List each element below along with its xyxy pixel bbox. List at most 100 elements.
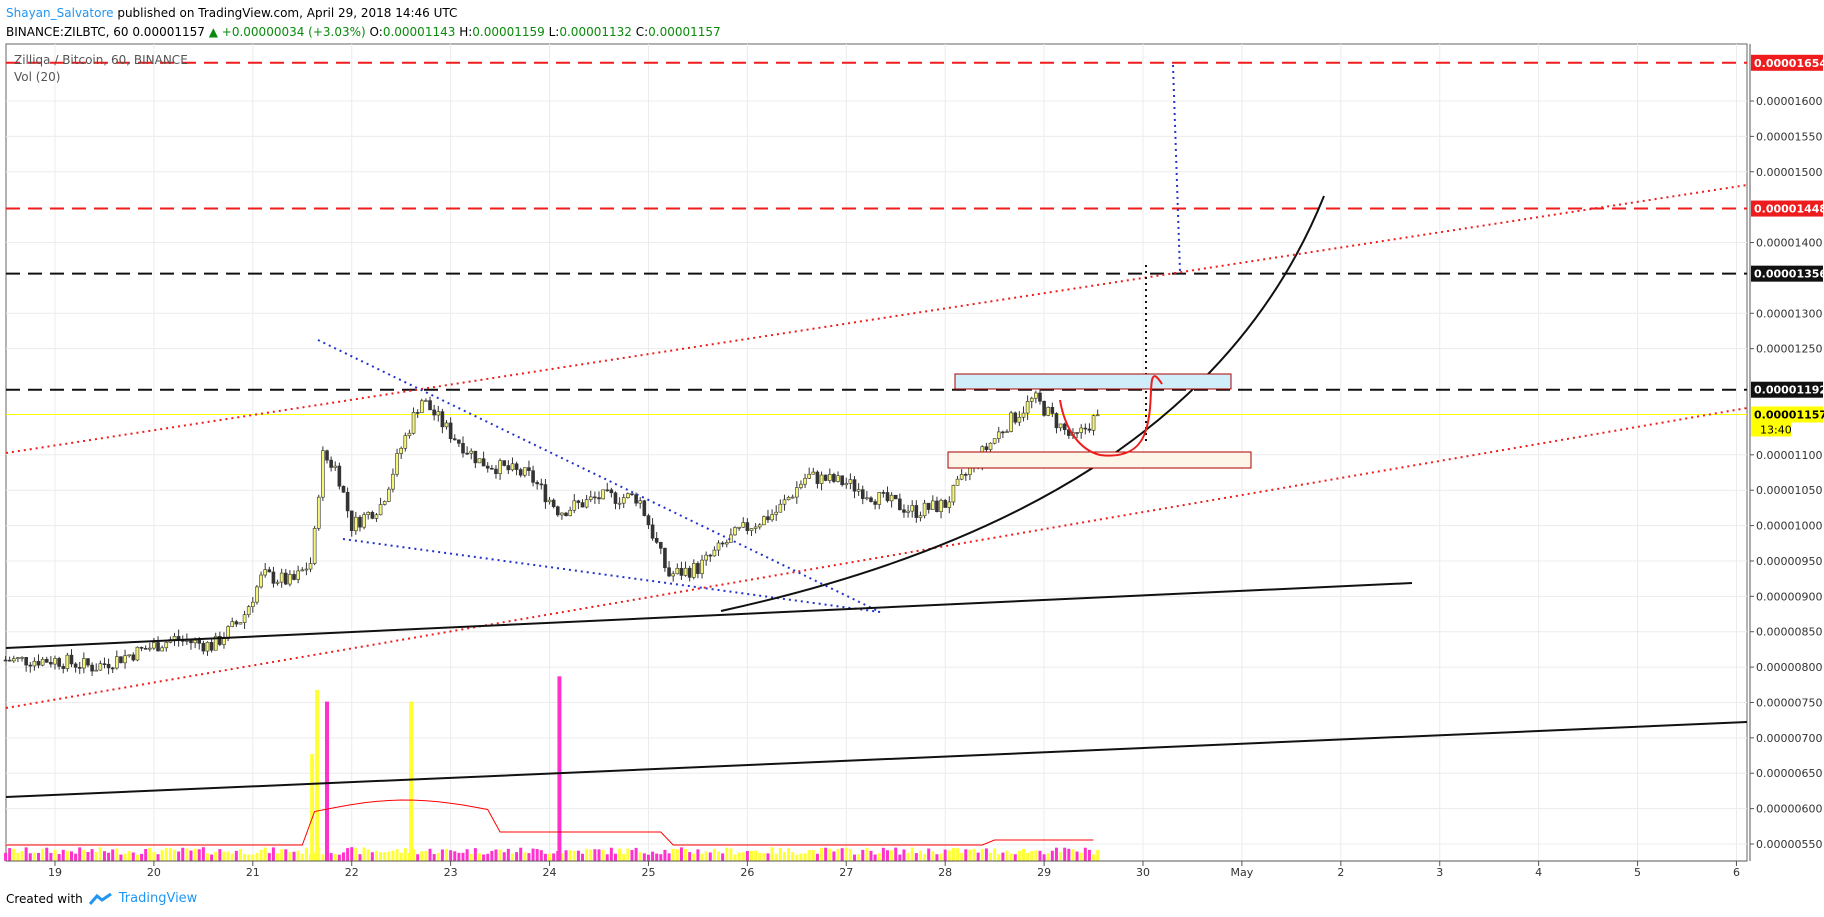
candle-body	[189, 640, 193, 644]
candle-body	[131, 654, 136, 661]
volume-bar	[717, 851, 721, 861]
candle-body	[440, 411, 445, 428]
symbol-label: BINANCE:ZILBTC, 60	[6, 25, 129, 39]
volume-bar	[156, 854, 160, 861]
volume-bar	[515, 852, 519, 861]
candle-body	[646, 515, 651, 526]
author-link[interactable]: Shayan_Salvatore	[6, 6, 114, 20]
volume-bar	[313, 852, 317, 861]
candle-body	[1017, 416, 1022, 423]
volume-bar	[53, 849, 57, 861]
volume-bar	[873, 854, 877, 861]
candle-body	[325, 450, 329, 461]
candle-body	[40, 658, 45, 666]
candle-body	[292, 574, 296, 580]
candle-body	[238, 622, 243, 625]
candle-body	[44, 658, 49, 663]
candle-body	[53, 658, 57, 665]
volume-bar	[918, 850, 922, 861]
volume-bar	[20, 851, 24, 861]
volume-bar	[622, 853, 626, 861]
candle-body	[362, 514, 366, 528]
candle-body	[543, 484, 548, 503]
candle-body	[617, 502, 622, 505]
tradingview-link[interactable]: TradingView	[118, 891, 198, 906]
volume-bar	[506, 848, 510, 861]
time-axis[interactable]: 19 20 21 22 23 24 25 26 27 28 29 30 May 2 3 4 5 6	[6, 860, 1747, 879]
volume-bar	[255, 852, 259, 861]
candle-body	[852, 479, 857, 492]
volume-spike	[557, 676, 562, 861]
plot-area[interactable]	[5, 43, 1748, 862]
candle-body	[213, 636, 218, 651]
candle-body	[667, 567, 671, 577]
price-label-text: 0.00001654	[1754, 57, 1824, 70]
price-label-text: 0.00001157	[1754, 408, 1824, 421]
volume-bar	[24, 847, 28, 861]
candle-body	[650, 524, 655, 539]
candle-body	[671, 573, 675, 577]
candle-body	[663, 547, 667, 569]
low-value: 0.00001132	[559, 25, 632, 39]
volume-bar	[811, 850, 815, 861]
volume-bar	[284, 849, 288, 861]
price-axis[interactable]: 0.00001600 0.00001550 0.00001500 0.00001400…	[1749, 44, 1822, 861]
candle-body	[312, 528, 317, 564]
volume-bar	[271, 847, 275, 861]
candle-body	[481, 458, 486, 467]
candle-body	[848, 479, 853, 484]
volume-bar	[910, 847, 914, 861]
volume-bar	[135, 854, 139, 861]
volume-bar	[527, 853, 531, 861]
low-label: L:	[548, 25, 560, 39]
candle-body	[935, 500, 939, 512]
candle-body	[1062, 423, 1067, 431]
candle-body	[856, 489, 861, 492]
volume-bar	[304, 847, 308, 861]
volume-bar	[78, 847, 82, 861]
candle-body	[1075, 432, 1079, 434]
volume-bar	[403, 848, 407, 861]
black-trendline-upper	[5, 582, 1413, 649]
time-tick-label: 26	[740, 866, 754, 879]
volume-bar	[964, 849, 968, 861]
volume-bar	[737, 852, 741, 861]
time-tick-label: 28	[938, 866, 952, 879]
candle-body	[1009, 412, 1013, 432]
candle-body	[152, 642, 156, 649]
volume-bar	[766, 853, 770, 861]
volume-bar	[947, 850, 951, 861]
candle-body	[708, 554, 713, 557]
price-tick-label: 0.00001400	[1756, 237, 1822, 250]
candle-body	[477, 458, 482, 464]
candle-body	[143, 648, 148, 650]
candle-body	[601, 489, 605, 500]
volume-bar	[391, 850, 395, 861]
candle-body	[110, 667, 115, 670]
volume-bar	[197, 849, 201, 861]
candle-body	[1001, 431, 1005, 434]
volume-bar	[700, 853, 704, 861]
volume-bar	[453, 851, 457, 861]
candle-body	[193, 639, 197, 644]
volume-bar	[927, 848, 931, 861]
price-tick-label: 0.00000950	[1756, 555, 1822, 568]
candle-body	[321, 450, 325, 498]
volume-bar	[1096, 849, 1100, 861]
volume-bar	[943, 849, 947, 861]
volume-bar	[770, 847, 774, 861]
candle-body	[1050, 407, 1055, 414]
volume-bar	[107, 852, 111, 861]
candle-body	[436, 411, 441, 416]
volume-bar	[473, 848, 477, 861]
time-tick-label: 3	[1436, 866, 1443, 879]
volume-bar	[820, 848, 824, 861]
volume-bar	[832, 851, 836, 861]
candle-body	[267, 569, 272, 573]
footer: Created with TradingView	[6, 891, 197, 906]
price-tick-label: 0.00001300	[1756, 307, 1822, 320]
candle-body	[836, 475, 840, 482]
volume-bar	[535, 849, 539, 861]
candle-body	[564, 512, 568, 517]
